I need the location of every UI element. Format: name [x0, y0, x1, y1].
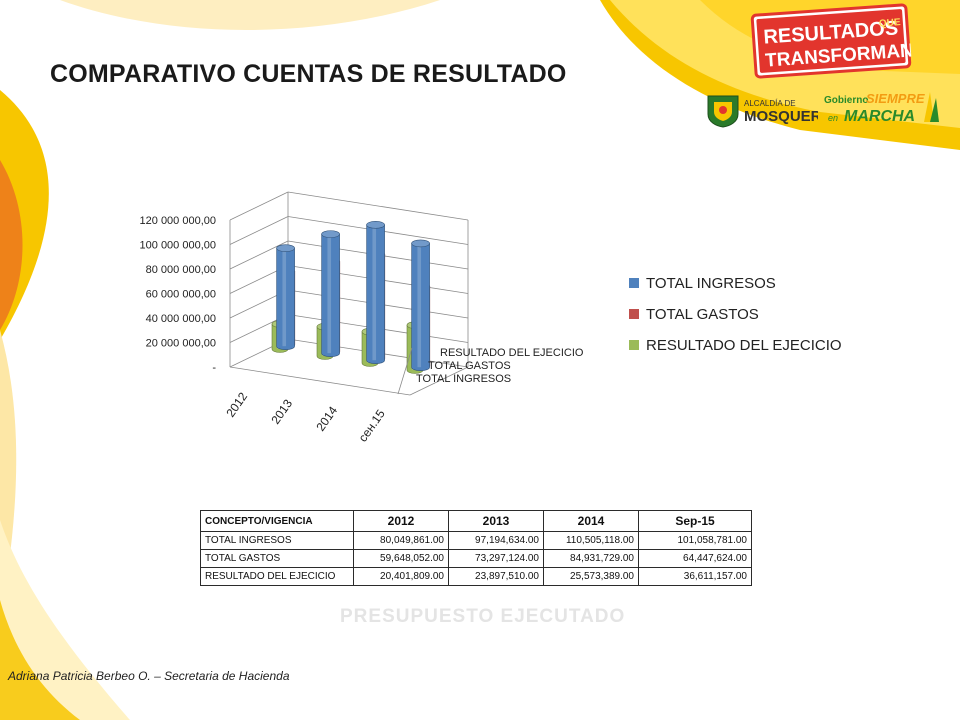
bar-top [276, 244, 295, 252]
gridline [229, 216, 289, 245]
badge-que: QUE [879, 17, 902, 30]
x-tick-label: 2014 [313, 403, 340, 433]
bar-top [366, 221, 385, 229]
table-row: TOTAL INGRESOS 80,049,861.00 97,194,634.… [200, 531, 752, 550]
bar [366, 221, 385, 364]
siempre-text: SIEMPRE [866, 91, 925, 106]
gobierno-text: Gobierno [824, 95, 868, 106]
x-tick-label: 2013 [268, 396, 295, 426]
gridline [229, 240, 289, 270]
alcaldia-small-text: ALCALDÍA DE [744, 99, 796, 108]
table-header-year: 2012 [353, 510, 449, 532]
table-cell-concept: TOTAL INGRESOS [200, 531, 354, 550]
page-title: COMPARATIVO CUENTAS DE RESULTADO [50, 60, 567, 88]
bar [321, 230, 340, 357]
floor-edge [229, 366, 411, 396]
table-cell: 73,297,124.00 [448, 549, 544, 568]
table-cell: 20,401,809.00 [353, 567, 449, 586]
resultados-badge-logo: RESULTADOS QUE TRANSFORMAN [750, 3, 912, 79]
bar-highlight [417, 243, 422, 368]
gridline [287, 191, 469, 221]
footer-credit: Adriana Patricia Berbeo O. – Secretaria … [8, 669, 290, 683]
depth-axis-label: TOTAL INGRESOS [416, 373, 511, 385]
marcha-text: MARCHA [844, 108, 915, 125]
y-tick-label: - [212, 362, 216, 374]
bar-highlight [372, 224, 377, 361]
table-cell: 97,194,634.00 [448, 531, 544, 550]
depth-axis-line [397, 347, 413, 395]
table-cell-concept: TOTAL GASTOS [200, 549, 354, 568]
y-tick-label: 80 000 000,00 [146, 264, 216, 276]
legend-swatch [629, 340, 639, 350]
legend-label: TOTAL INGRESOS [646, 275, 776, 292]
x-tick-label: 2012 [223, 389, 250, 419]
en-text: en [828, 113, 838, 123]
bar [411, 239, 430, 371]
watermark-text: PRESUPUESTO EJECUTADO [340, 606, 626, 627]
gridline [229, 191, 289, 221]
legend-swatch [629, 278, 639, 288]
table-header-row: CONCEPTO/VIGENCIA 2012 2013 2014 Sep-15 [200, 510, 752, 532]
table-cell: 110,505,118.00 [543, 531, 639, 550]
bar-top [411, 239, 430, 248]
legend-label: TOTAL GASTOS [646, 306, 759, 323]
bar-chart: - 20 000 000,00 40 000 000,00 60 000 000,00… [140, 191, 842, 445]
results-table: CONCEPTO/VIGENCIA 2012 2013 2014 Sep-15 … [200, 510, 752, 586]
table-row: TOTAL GASTOS 59,648,052.00 73,297,124.00… [200, 549, 752, 568]
bar-highlight [282, 248, 287, 347]
table-cell: 101,058,781.00 [638, 531, 752, 550]
y-tick-label: 120 000 000,00 [140, 215, 216, 227]
table-cell-concept: RESULTADO DEL EJECICIO [200, 567, 354, 586]
bar [276, 244, 295, 350]
table-row: RESULTADO DEL EJECICIO 20,401,809.00 23,… [200, 567, 752, 586]
y-tick-label: 60 000 000,00 [146, 289, 216, 301]
bar-top [321, 230, 340, 238]
table-header-concept: CONCEPTO/VIGENCIA [200, 510, 354, 532]
table-cell: 36,611,157.00 [638, 567, 752, 586]
table-header-year: Sep-15 [638, 510, 752, 532]
table-cell: 64,447,624.00 [638, 549, 752, 568]
depth-axis-label: TOTAL GASTOS [428, 360, 511, 372]
gobierno-siempre-en-marcha-logo: Gobierno SIEMPRE en MARCHA [824, 91, 939, 125]
alcaldia-mosquera-logo: ALCALDÍA DE MOSQUERA [707, 95, 818, 128]
table-cell: 25,573,389.00 [543, 567, 639, 586]
table-cell: 23,897,510.00 [448, 567, 544, 586]
x-tick-label: сен.15 [356, 407, 388, 445]
bar-highlight [327, 234, 332, 354]
depth-axis-label: RESULTADO DEL EJECICIO [440, 347, 584, 359]
table-cell: 84,931,729.00 [543, 549, 639, 568]
floor-edge [409, 366, 469, 396]
y-tick-label: 20 000 000,00 [146, 338, 216, 350]
table-cell: 80,049,861.00 [353, 531, 449, 550]
y-tick-label: 100 000 000,00 [140, 240, 216, 252]
y-tick-label: 40 000 000,00 [146, 313, 216, 325]
table-cell: 59,648,052.00 [353, 549, 449, 568]
table-header-year: 2013 [448, 510, 544, 532]
legend-swatch [629, 309, 639, 319]
legend-label: RESULTADO DEL EJECICIO [646, 337, 842, 354]
table-header-year: 2014 [543, 510, 639, 532]
alcaldia-name-text: MOSQUERA [744, 108, 818, 125]
